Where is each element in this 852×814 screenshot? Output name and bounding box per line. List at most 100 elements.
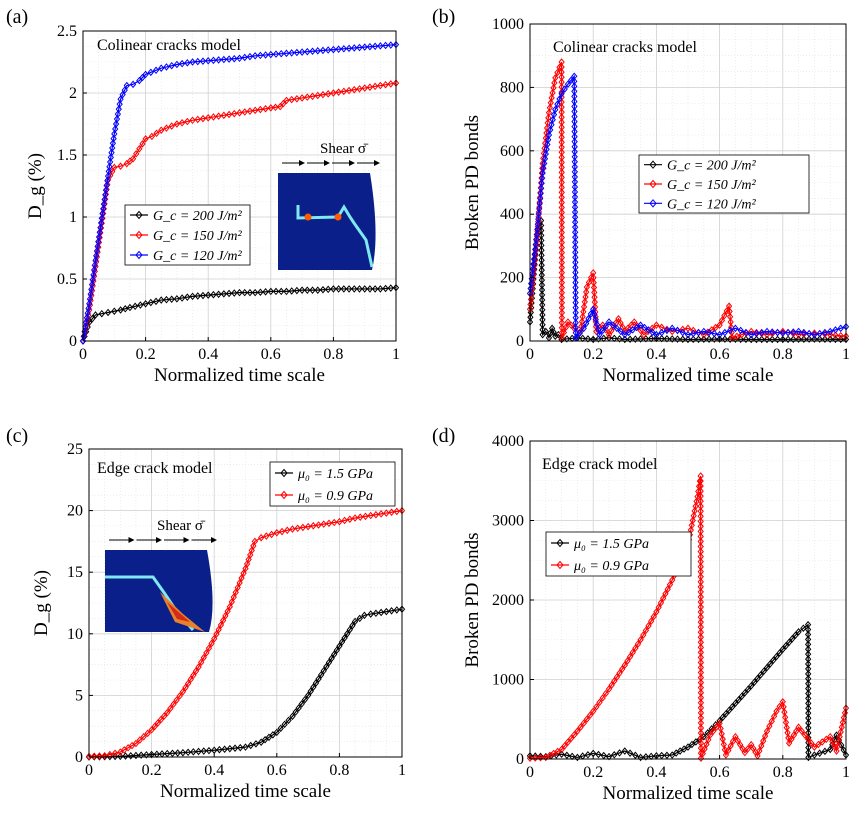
data-point <box>189 58 196 66</box>
data-point <box>333 646 340 655</box>
y-tick-label: 400 <box>500 206 524 223</box>
data-point <box>272 287 280 296</box>
data-point <box>96 752 103 760</box>
data-point <box>558 58 565 66</box>
data-point <box>631 318 638 326</box>
data-point <box>240 569 247 578</box>
data-point <box>556 63 563 72</box>
data-point <box>344 630 351 638</box>
data-point <box>371 82 379 91</box>
legend-entry: G_c = 200 J/m² <box>130 209 242 224</box>
x-tick-label: 0.4 <box>646 346 666 363</box>
legend-label: μ₀ = 0.9 GPa <box>573 559 649 574</box>
data-point <box>805 670 812 678</box>
data-point <box>144 729 151 738</box>
data-point <box>713 723 720 731</box>
data-point <box>179 687 187 696</box>
data-point <box>309 47 316 56</box>
data-point <box>582 319 590 328</box>
x-tick-label: 0.2 <box>583 764 603 781</box>
inset-label: Shear σ̄ <box>157 518 206 534</box>
data-point <box>210 56 217 65</box>
data-point <box>362 512 369 521</box>
y-tick-label: 600 <box>500 143 524 160</box>
inset-damage-map: Shear σ̄ <box>278 141 380 270</box>
data-point <box>278 49 285 58</box>
data-point <box>558 268 565 277</box>
data-point <box>91 261 98 270</box>
y-tick-label: 2.5 <box>57 23 77 40</box>
data-point <box>217 621 225 629</box>
data-point <box>571 107 578 116</box>
panel-d: (d) 0 0.2 0.4 0.6 0.8 1 0 1000 2000 3000 4000 Norma… <box>426 407 852 814</box>
data-point <box>121 86 128 94</box>
data-point <box>697 507 704 516</box>
data-point <box>613 324 621 333</box>
data-point <box>328 654 335 663</box>
legend: G_c = 200 J/m² G_c = 150 J/m² G_c = 120 J/… <box>638 154 810 214</box>
data-point <box>309 92 316 101</box>
data-point <box>571 77 578 86</box>
data-point <box>811 330 818 339</box>
data-point <box>345 285 353 293</box>
data-point <box>345 44 353 53</box>
data-point <box>804 625 812 634</box>
data-point <box>330 89 337 97</box>
data-point <box>527 284 534 293</box>
data-point <box>163 295 170 304</box>
data-point <box>537 753 544 762</box>
data-point <box>367 610 374 618</box>
data-point <box>132 302 139 311</box>
data-point <box>539 330 546 339</box>
data-point <box>139 140 146 148</box>
inset-arrow-head <box>156 537 162 543</box>
data-point <box>148 726 155 734</box>
data-point <box>800 328 808 337</box>
data-point <box>532 754 539 762</box>
inset-damage-map: Shear σ̄ <box>105 518 217 632</box>
data-point <box>690 511 697 520</box>
data-point <box>393 606 400 614</box>
data-point <box>116 100 123 108</box>
data-point <box>785 739 793 747</box>
data-point <box>837 335 844 344</box>
data-point <box>123 81 130 90</box>
data-point <box>582 293 589 301</box>
data-point <box>697 623 704 631</box>
data-point <box>361 43 368 51</box>
data-point <box>225 55 233 63</box>
data-point <box>558 203 565 212</box>
data-point <box>187 675 194 684</box>
data-point <box>725 706 733 715</box>
data-point <box>104 172 112 180</box>
data-point <box>700 335 707 344</box>
data-point <box>307 687 314 696</box>
data-point <box>624 657 631 665</box>
data-point <box>88 280 96 289</box>
data-point <box>122 752 129 760</box>
data-point <box>272 103 279 112</box>
data-point <box>230 593 237 601</box>
data-point <box>729 703 736 711</box>
data-point <box>101 195 108 204</box>
data-point <box>143 751 150 759</box>
data-point <box>571 193 579 201</box>
data-point <box>139 73 146 82</box>
data-point <box>132 751 140 760</box>
data-point <box>697 688 705 697</box>
data-point <box>205 114 212 122</box>
data-point <box>776 702 783 711</box>
data-point <box>82 318 90 327</box>
data-point <box>335 45 342 53</box>
data-point <box>117 162 124 170</box>
data-point <box>632 335 639 343</box>
data-point <box>586 711 594 720</box>
data-point <box>571 72 578 81</box>
data-point <box>697 547 704 556</box>
legend-marker <box>556 560 564 570</box>
data-point <box>213 630 220 638</box>
data-point <box>719 713 726 722</box>
data-point <box>571 142 578 151</box>
data-point <box>580 324 587 333</box>
data-point <box>590 335 597 344</box>
